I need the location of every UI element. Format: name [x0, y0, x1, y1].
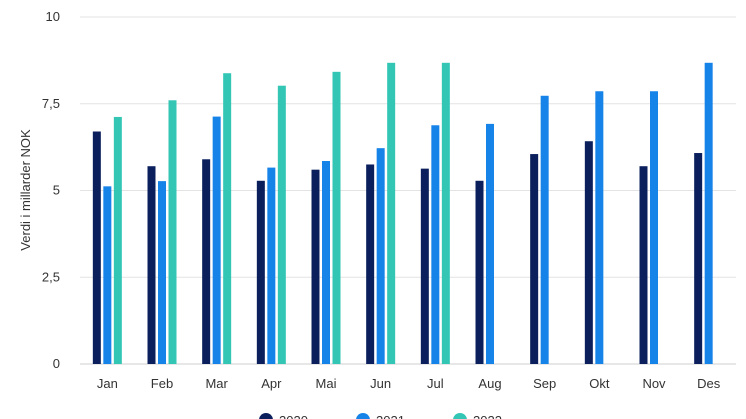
y-tick-label: 10 [46, 9, 60, 24]
x-tick-label: Mar [205, 376, 228, 391]
x-tick-label: Jan [97, 376, 118, 391]
x-tick-label: Feb [151, 376, 173, 391]
legend-marker-2020[interactable] [259, 413, 273, 419]
x-tick-label: Aug [478, 376, 501, 391]
legend-marker-2021[interactable] [356, 413, 370, 419]
bar-2021-Aug [486, 123, 494, 364]
bar-2021-Des [704, 62, 713, 364]
grid-lines [80, 16, 736, 365]
x-tick-label: Apr [261, 376, 282, 391]
bar-2022-Mar [223, 73, 232, 365]
bar-2021-Mai [322, 161, 330, 364]
bar-2022-Mai [332, 71, 341, 365]
bar-2020-Okt [584, 141, 593, 364]
bar-2020-Aug [475, 180, 484, 364]
bar-2021-Okt [595, 91, 604, 365]
bar-2022-Jan [113, 116, 122, 364]
bar-2021-Nov [650, 91, 658, 365]
bar-2020-Jun [366, 164, 375, 364]
bar-2022-Feb [168, 100, 177, 364]
x-tick-label: Okt [589, 376, 610, 391]
legend: 2020 2021 2022 [259, 413, 502, 419]
legend-marker-2022[interactable] [453, 413, 467, 419]
y-tick-label: 7,5 [42, 96, 60, 111]
y-tick-label: 0 [53, 356, 60, 371]
bar-2020-Jul [420, 168, 429, 364]
bar-2021-Jul [431, 125, 440, 364]
bar-2022-Apr [277, 85, 286, 365]
x-tick-label: Nov [642, 376, 666, 391]
bar-2022-Jul [441, 62, 450, 364]
bar-2020-Apr [256, 180, 265, 364]
bar-2021-Apr [267, 167, 276, 364]
legend-label-2021[interactable]: 2021 [376, 413, 405, 419]
bar-2021-Feb [158, 181, 166, 364]
bar-2020-Mar [202, 159, 211, 364]
x-tick-label: Jun [370, 376, 391, 391]
bar-2020-Sep [530, 154, 539, 364]
bar-2021-Sep [540, 95, 549, 365]
bar-2020-Feb [147, 166, 156, 364]
x-tick-label: Mai [316, 376, 337, 391]
y-tick-label: 5 [53, 183, 60, 198]
y-axis-title: Verdi i millarder NOK [18, 129, 33, 251]
x-tick-label: Des [697, 376, 721, 391]
bar-2022-Jun [387, 62, 396, 364]
bar-2020-Nov [639, 166, 648, 364]
bar-2020-Des [694, 153, 703, 364]
y-axis-ticks: 0 2,5 5 7,5 10 [42, 9, 60, 371]
x-axis-ticks: Jan Feb Mar Apr Mai Jun Jul Aug Sep Okt Nov Des [97, 376, 721, 391]
legend-label-2020[interactable]: 2020 [279, 413, 308, 419]
bar-2020-Jan [92, 131, 101, 364]
bar-2021-Jun [376, 148, 385, 364]
legend-label-2022[interactable]: 2022 [473, 413, 502, 419]
bar-2021-Mar [212, 116, 221, 365]
bar-2021-Jan [103, 186, 112, 364]
y-tick-label: 2,5 [42, 269, 60, 284]
bar-2020-Mai [311, 169, 320, 364]
bars [92, 62, 713, 365]
x-tick-label: Jul [427, 376, 444, 391]
x-tick-label: Sep [533, 376, 556, 391]
